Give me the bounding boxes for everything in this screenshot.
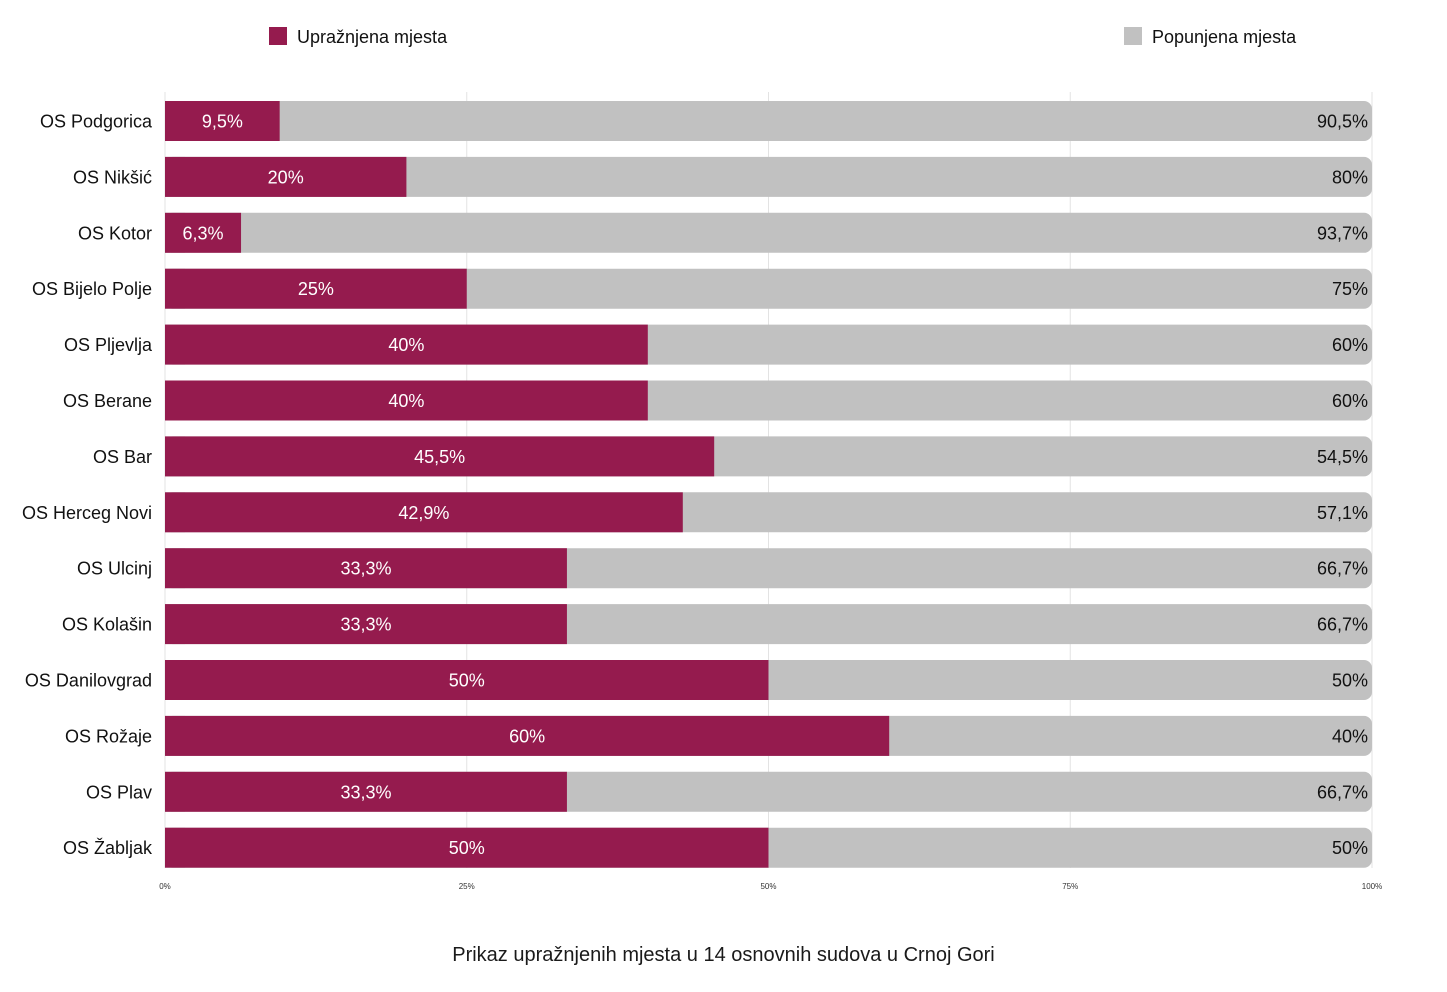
bar-popunjena [165, 212, 1372, 253]
legend-label: Upražnjena mjesta [297, 27, 448, 47]
bar-upraznjena [165, 380, 648, 421]
data-label-popunjena: 80% [1332, 167, 1368, 187]
legend-swatch [269, 27, 287, 45]
x-tick-label: 100% [1362, 882, 1382, 891]
bar-upraznjena [165, 771, 567, 812]
bar-popunjena [165, 101, 1372, 141]
legend-swatch [1124, 27, 1142, 45]
data-label-popunjena: 40% [1332, 726, 1368, 746]
bar-popunjena [165, 156, 1372, 197]
bar-upraznjena [165, 212, 242, 253]
data-label-upraznjena: 25% [298, 279, 334, 299]
x-tick-label: 50% [760, 882, 776, 891]
data-label-popunjena: 60% [1332, 335, 1368, 355]
data-label-upraznjena: 40% [388, 335, 424, 355]
bar-upraznjena [165, 660, 769, 700]
chart-caption: Prikaz upražnjenih mjesta u 14 osnovnih … [452, 944, 995, 966]
data-label-upraznjena: 20% [268, 167, 304, 187]
data-label-upraznjena: 45,5% [414, 447, 465, 467]
data-label-popunjena: 66,7% [1317, 615, 1368, 635]
category-label: OS Nikšić [73, 167, 152, 187]
category-label: OS Plav [86, 782, 152, 802]
data-label-popunjena: 90,5% [1317, 112, 1368, 132]
bar-upraznjena [165, 548, 567, 589]
data-label-upraznjena: 50% [449, 838, 485, 858]
data-label-popunjena: 50% [1332, 671, 1368, 691]
bar-upraznjena [165, 268, 467, 309]
category-label: OS Berane [63, 391, 152, 411]
bar-upraznjena [165, 604, 567, 645]
data-label-popunjena: 66,7% [1317, 559, 1368, 579]
bar-upraznjena [165, 156, 407, 197]
data-label-popunjena: 75% [1332, 279, 1368, 299]
bar-upraznjena [165, 827, 769, 868]
data-label-upraznjena: 50% [449, 671, 485, 691]
data-label-upraznjena: 42,9% [398, 503, 449, 523]
data-label-upraznjena: 6,3% [183, 223, 224, 243]
bar-upraznjena [165, 324, 648, 365]
bar-upraznjena [165, 715, 890, 756]
category-label: OS Ulcinj [77, 559, 152, 579]
data-label-popunjena: 93,7% [1317, 223, 1368, 243]
data-label-popunjena: 60% [1332, 391, 1368, 411]
category-label: OS Žabljak [63, 838, 153, 858]
category-label: OS Kotor [78, 223, 152, 243]
legend-label: Popunjena mjesta [1152, 27, 1297, 47]
data-label-popunjena: 57,1% [1317, 503, 1368, 523]
category-label: OS Rožaje [65, 726, 152, 746]
category-label: OS Kolašin [62, 615, 152, 635]
category-label: OS Bijelo Polje [32, 279, 152, 299]
category-label: OS Danilovgrad [25, 671, 152, 691]
data-label-popunjena: 66,7% [1317, 782, 1368, 802]
data-label-upraznjena: 33,3% [340, 559, 391, 579]
bar-upraznjena [165, 101, 280, 141]
data-label-upraznjena: 33,3% [340, 782, 391, 802]
data-label-popunjena: 54,5% [1317, 447, 1368, 467]
x-tick-label: 75% [1062, 882, 1078, 891]
data-label-upraznjena: 40% [388, 391, 424, 411]
data-label-upraznjena: 33,3% [340, 615, 391, 635]
bar-upraznjena [165, 436, 715, 477]
x-tick-label: 0% [159, 882, 171, 891]
x-tick-label: 25% [459, 882, 475, 891]
category-label: OS Bar [93, 447, 152, 467]
data-label-popunjena: 50% [1332, 838, 1368, 858]
data-label-upraznjena: 60% [509, 726, 545, 746]
category-label: OS Herceg Novi [22, 503, 152, 523]
category-label: OS Podgorica [40, 112, 153, 132]
bar-upraznjena [165, 492, 683, 533]
data-label-upraznjena: 9,5% [202, 112, 243, 132]
category-label: OS Pljevlja [64, 335, 153, 355]
